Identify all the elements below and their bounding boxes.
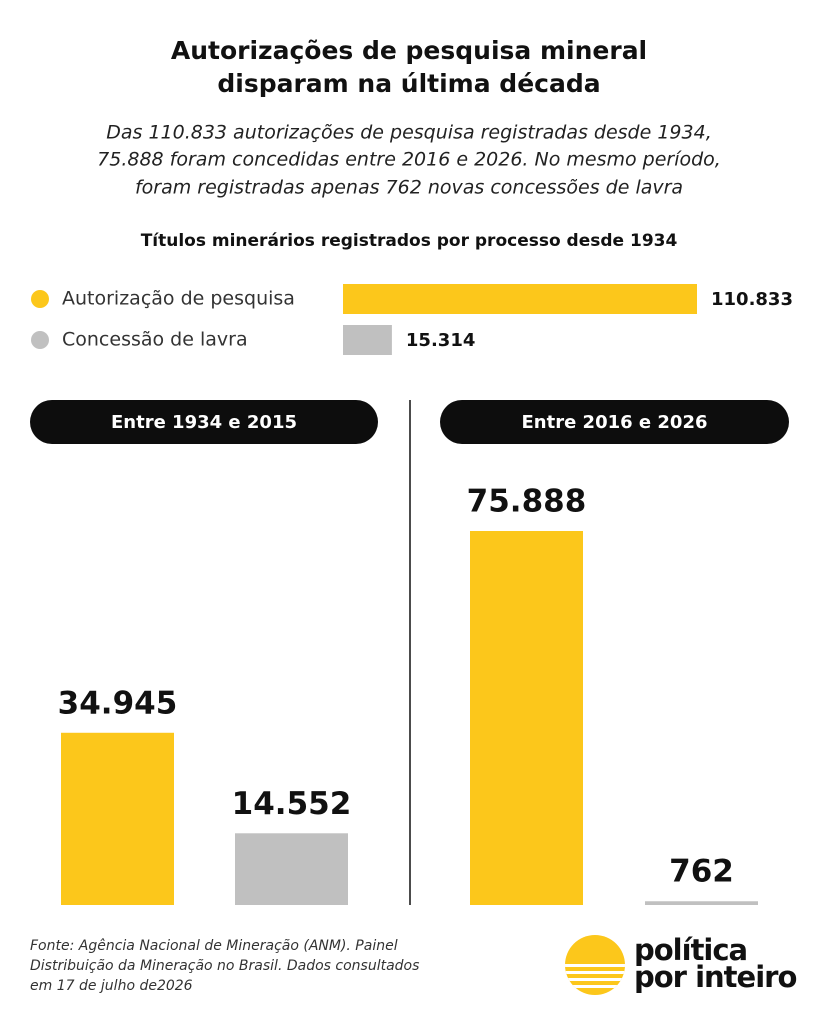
- panel-title: Entre 1934 e 2015: [111, 412, 297, 433]
- bar: [470, 531, 583, 905]
- source-line: em 17 de julho de2026: [30, 978, 193, 994]
- subtitle-line: 75.888 foram concedidas entre 2016 e 202…: [97, 149, 721, 171]
- source-line: Fonte: Agência Nacional de Mineração (AN…: [30, 938, 398, 954]
- logo-icon: [565, 935, 625, 995]
- source-line: Distribuição da Mineração no Brasil. Dad…: [30, 958, 419, 974]
- title-line: disparam na última década: [217, 69, 600, 98]
- subtitle-line: Das 110.833 autorizações de pesquisa reg…: [106, 122, 712, 144]
- value-label: 15.314: [406, 330, 475, 351]
- value-label: 762: [669, 854, 734, 890]
- legend-label: Autorização de pesquisa: [62, 288, 295, 310]
- value-label: 14.552: [232, 786, 352, 822]
- legend-marker: [31, 331, 49, 349]
- bar: [343, 284, 697, 314]
- bar: [343, 325, 392, 355]
- bar: [235, 833, 348, 905]
- subtitle-line: foram registradas apenas 762 novas conce…: [135, 177, 683, 199]
- panel-pill: [30, 400, 378, 444]
- value-label: 110.833: [711, 289, 793, 310]
- panel-title: Entre 2016 e 2026: [521, 412, 707, 433]
- value-label: 75.888: [467, 484, 587, 520]
- bar: [645, 901, 758, 905]
- title-line: Autorizações de pesquisa mineral: [171, 36, 647, 65]
- bar: [61, 732, 174, 905]
- logo-text: por inteiro: [634, 960, 796, 994]
- legend-marker: [31, 290, 49, 308]
- chart-title: Títulos minerários registrados por proce…: [141, 231, 678, 251]
- panel-pill: [440, 400, 789, 444]
- logo-text: política: [634, 933, 747, 967]
- value-label: 34.945: [58, 685, 178, 721]
- legend-label: Concessão de lavra: [62, 329, 248, 351]
